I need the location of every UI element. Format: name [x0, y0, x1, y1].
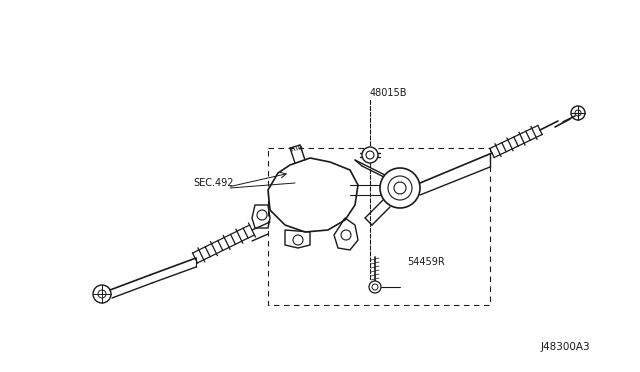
Text: 54459R: 54459R — [407, 257, 445, 267]
Text: 48015B: 48015B — [370, 88, 408, 98]
Circle shape — [380, 168, 420, 208]
Circle shape — [388, 176, 412, 200]
Text: J48300A3: J48300A3 — [540, 342, 590, 352]
Circle shape — [362, 147, 378, 163]
Text: SEC.492: SEC.492 — [193, 178, 234, 188]
Circle shape — [369, 281, 381, 293]
